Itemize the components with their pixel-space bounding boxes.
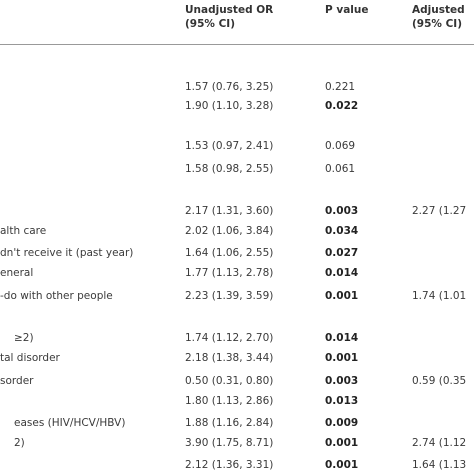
p-value: 0.001	[325, 352, 359, 364]
adjusted-or: 1.74 (1.01	[412, 290, 467, 302]
header-cell: (95% CI)	[185, 18, 235, 30]
row-label: dn't receive it (past year)	[0, 247, 134, 259]
row-label: eases (HIV/HCV/HBV)	[14, 417, 126, 429]
p-value: 0.001	[325, 437, 359, 449]
adjusted-or: 2.27 (1.27	[412, 205, 467, 217]
unadjusted-or: 1.74 (1.12, 2.70)	[185, 332, 274, 344]
p-value: 0.022	[325, 100, 359, 112]
unadjusted-or: 2.23 (1.39, 3.59)	[185, 290, 274, 302]
p-value: 0.034	[325, 225, 359, 237]
row-label: 2)	[14, 437, 25, 449]
row-label: sorder	[0, 375, 34, 387]
p-value: 0.001	[325, 290, 359, 302]
adjusted-or: 2.74 (1.12	[412, 437, 467, 449]
p-value: 0.027	[325, 247, 359, 259]
header-cell: P value	[325, 4, 369, 16]
unadjusted-or: 1.80 (1.13, 2.86)	[185, 395, 274, 407]
unadjusted-or: 1.77 (1.13, 2.78)	[185, 267, 274, 279]
unadjusted-or: 3.90 (1.75, 8.71)	[185, 437, 274, 449]
row-label: tal disorder	[0, 352, 60, 364]
header-cell: Adjusted	[412, 4, 465, 16]
unadjusted-or: 1.88 (1.16, 2.84)	[185, 417, 274, 429]
unadjusted-or: 2.02 (1.06, 3.84)	[185, 225, 274, 237]
p-value: 0.001	[325, 459, 359, 471]
header-cell: Unadjusted OR	[185, 4, 274, 16]
row-label: alth care	[0, 225, 47, 237]
p-value: 0.069	[325, 140, 356, 152]
p-value: 0.003	[325, 375, 359, 387]
unadjusted-or: 1.90 (1.10, 3.28)	[185, 100, 274, 112]
row-label: eneral	[0, 267, 34, 279]
row-label: -do with other people	[0, 290, 113, 302]
unadjusted-or: 2.12 (1.36, 3.31)	[185, 459, 274, 471]
adjusted-or: 1.64 (1.13	[412, 459, 467, 471]
row-label: ≥2)	[14, 332, 34, 344]
p-value: 0.014	[325, 267, 359, 279]
header-rule	[0, 44, 474, 45]
header-cell: (95% CI)	[412, 18, 462, 30]
unadjusted-or: 0.50 (0.31, 0.80)	[185, 375, 274, 387]
unadjusted-or: 1.57 (0.76, 3.25)	[185, 81, 274, 93]
unadjusted-or: 1.53 (0.97, 2.41)	[185, 140, 274, 152]
unadjusted-or: 1.58 (0.98, 2.55)	[185, 163, 274, 175]
p-value: 0.009	[325, 417, 359, 429]
adjusted-or: 0.59 (0.35	[412, 375, 467, 387]
p-value: 0.014	[325, 332, 359, 344]
unadjusted-or: 2.17 (1.31, 3.60)	[185, 205, 274, 217]
unadjusted-or: 2.18 (1.38, 3.44)	[185, 352, 274, 364]
p-value: 0.013	[325, 395, 359, 407]
p-value: 0.221	[325, 81, 356, 93]
p-value: 0.061	[325, 163, 356, 175]
p-value: 0.003	[325, 205, 359, 217]
unadjusted-or: 1.64 (1.06, 2.55)	[185, 247, 274, 259]
